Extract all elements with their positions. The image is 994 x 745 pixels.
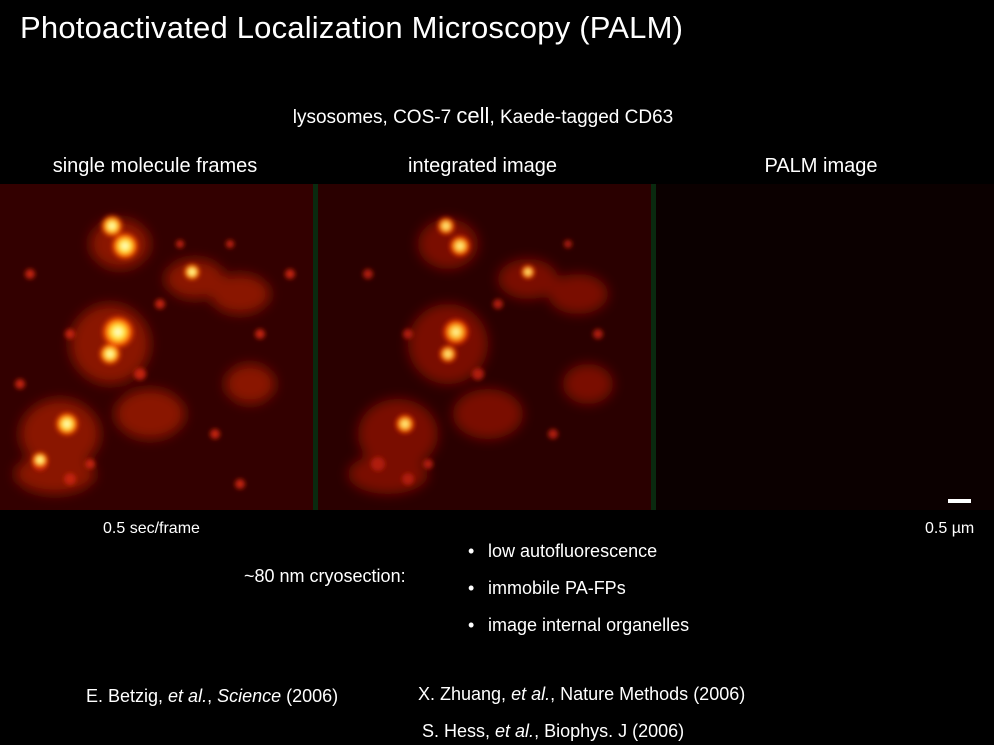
reference-zhuang: X. Zhuang, et al., Nature Methods (2006) — [418, 684, 745, 705]
reference-hess: S. Hess, et al., Biophys. J (2006) — [422, 721, 684, 742]
feature-text: low autofluorescence — [488, 541, 658, 561]
reference-authors: E. Betzig, — [86, 686, 169, 706]
reference-authors: X. Zhuang, — [418, 684, 512, 704]
bullet-dot-icon: • — [468, 615, 475, 635]
slide-title: Photoactivated Localization Microscopy (… — [20, 10, 684, 45]
feature-list-item: • low autofluorescence — [468, 538, 689, 575]
scale-bar — [948, 499, 971, 503]
single-molecule-frames-image — [0, 184, 313, 510]
reference-year: (2006) — [281, 686, 339, 706]
palm-image — [656, 184, 994, 510]
panel-divider — [313, 184, 318, 510]
bullet-dot-icon: • — [468, 541, 475, 561]
panel-divider — [651, 184, 656, 510]
reference-journal: Biophys. J — [544, 721, 628, 741]
sample-description-part1: lysosomes, COS-7 — [292, 107, 457, 128]
reference-separator: , — [534, 721, 545, 741]
feature-list: • low autofluorescence • immobile PA-FPs •… — [468, 538, 689, 649]
reference-etal: et al. — [495, 721, 535, 741]
sample-description-part3: , Kaede-tagged CD63 — [489, 107, 674, 128]
panel-label-palm: PALM image — [764, 155, 878, 177]
panel-label-single-molecule: single molecule frames — [52, 155, 258, 177]
reference-authors: S. Hess, — [422, 721, 496, 741]
sample-description-cell: cell — [456, 103, 490, 128]
integrated-image-svg — [318, 184, 651, 510]
scale-bar-caption: 0.5 µm — [925, 520, 975, 537]
cryosection-label: ~80 nm cryosection: — [244, 566, 406, 586]
integrated-image — [318, 184, 651, 510]
reference-journal: Nature Methods — [560, 684, 689, 704]
reference-separator: , — [550, 684, 561, 704]
bullet-dot-icon: • — [468, 578, 475, 598]
reference-year: (2006) — [627, 721, 685, 741]
reference-etal: et al. — [511, 684, 551, 704]
feature-list-item: • immobile PA-FPs — [468, 575, 689, 612]
reference-journal: Science — [217, 686, 282, 706]
single-molecule-frames-svg — [0, 184, 313, 510]
reference-etal: et al. — [168, 686, 208, 706]
frame-rate-caption: 0.5 sec/frame — [103, 520, 200, 537]
sample-description: lysosomes, COS-7 cell, Kaede-tagged CD63 — [0, 103, 966, 129]
feature-text: image internal organelles — [488, 615, 690, 635]
reference-betzig: E. Betzig, et al., Science (2006) — [86, 686, 338, 707]
feature-list-item: • image internal organelles — [468, 612, 689, 649]
palm-image-svg — [656, 184, 994, 510]
panel-label-integrated: integrated image — [408, 155, 557, 177]
reference-separator: , — [207, 686, 218, 706]
feature-text: immobile PA-FPs — [488, 578, 626, 598]
reference-year: (2006) — [688, 684, 746, 704]
